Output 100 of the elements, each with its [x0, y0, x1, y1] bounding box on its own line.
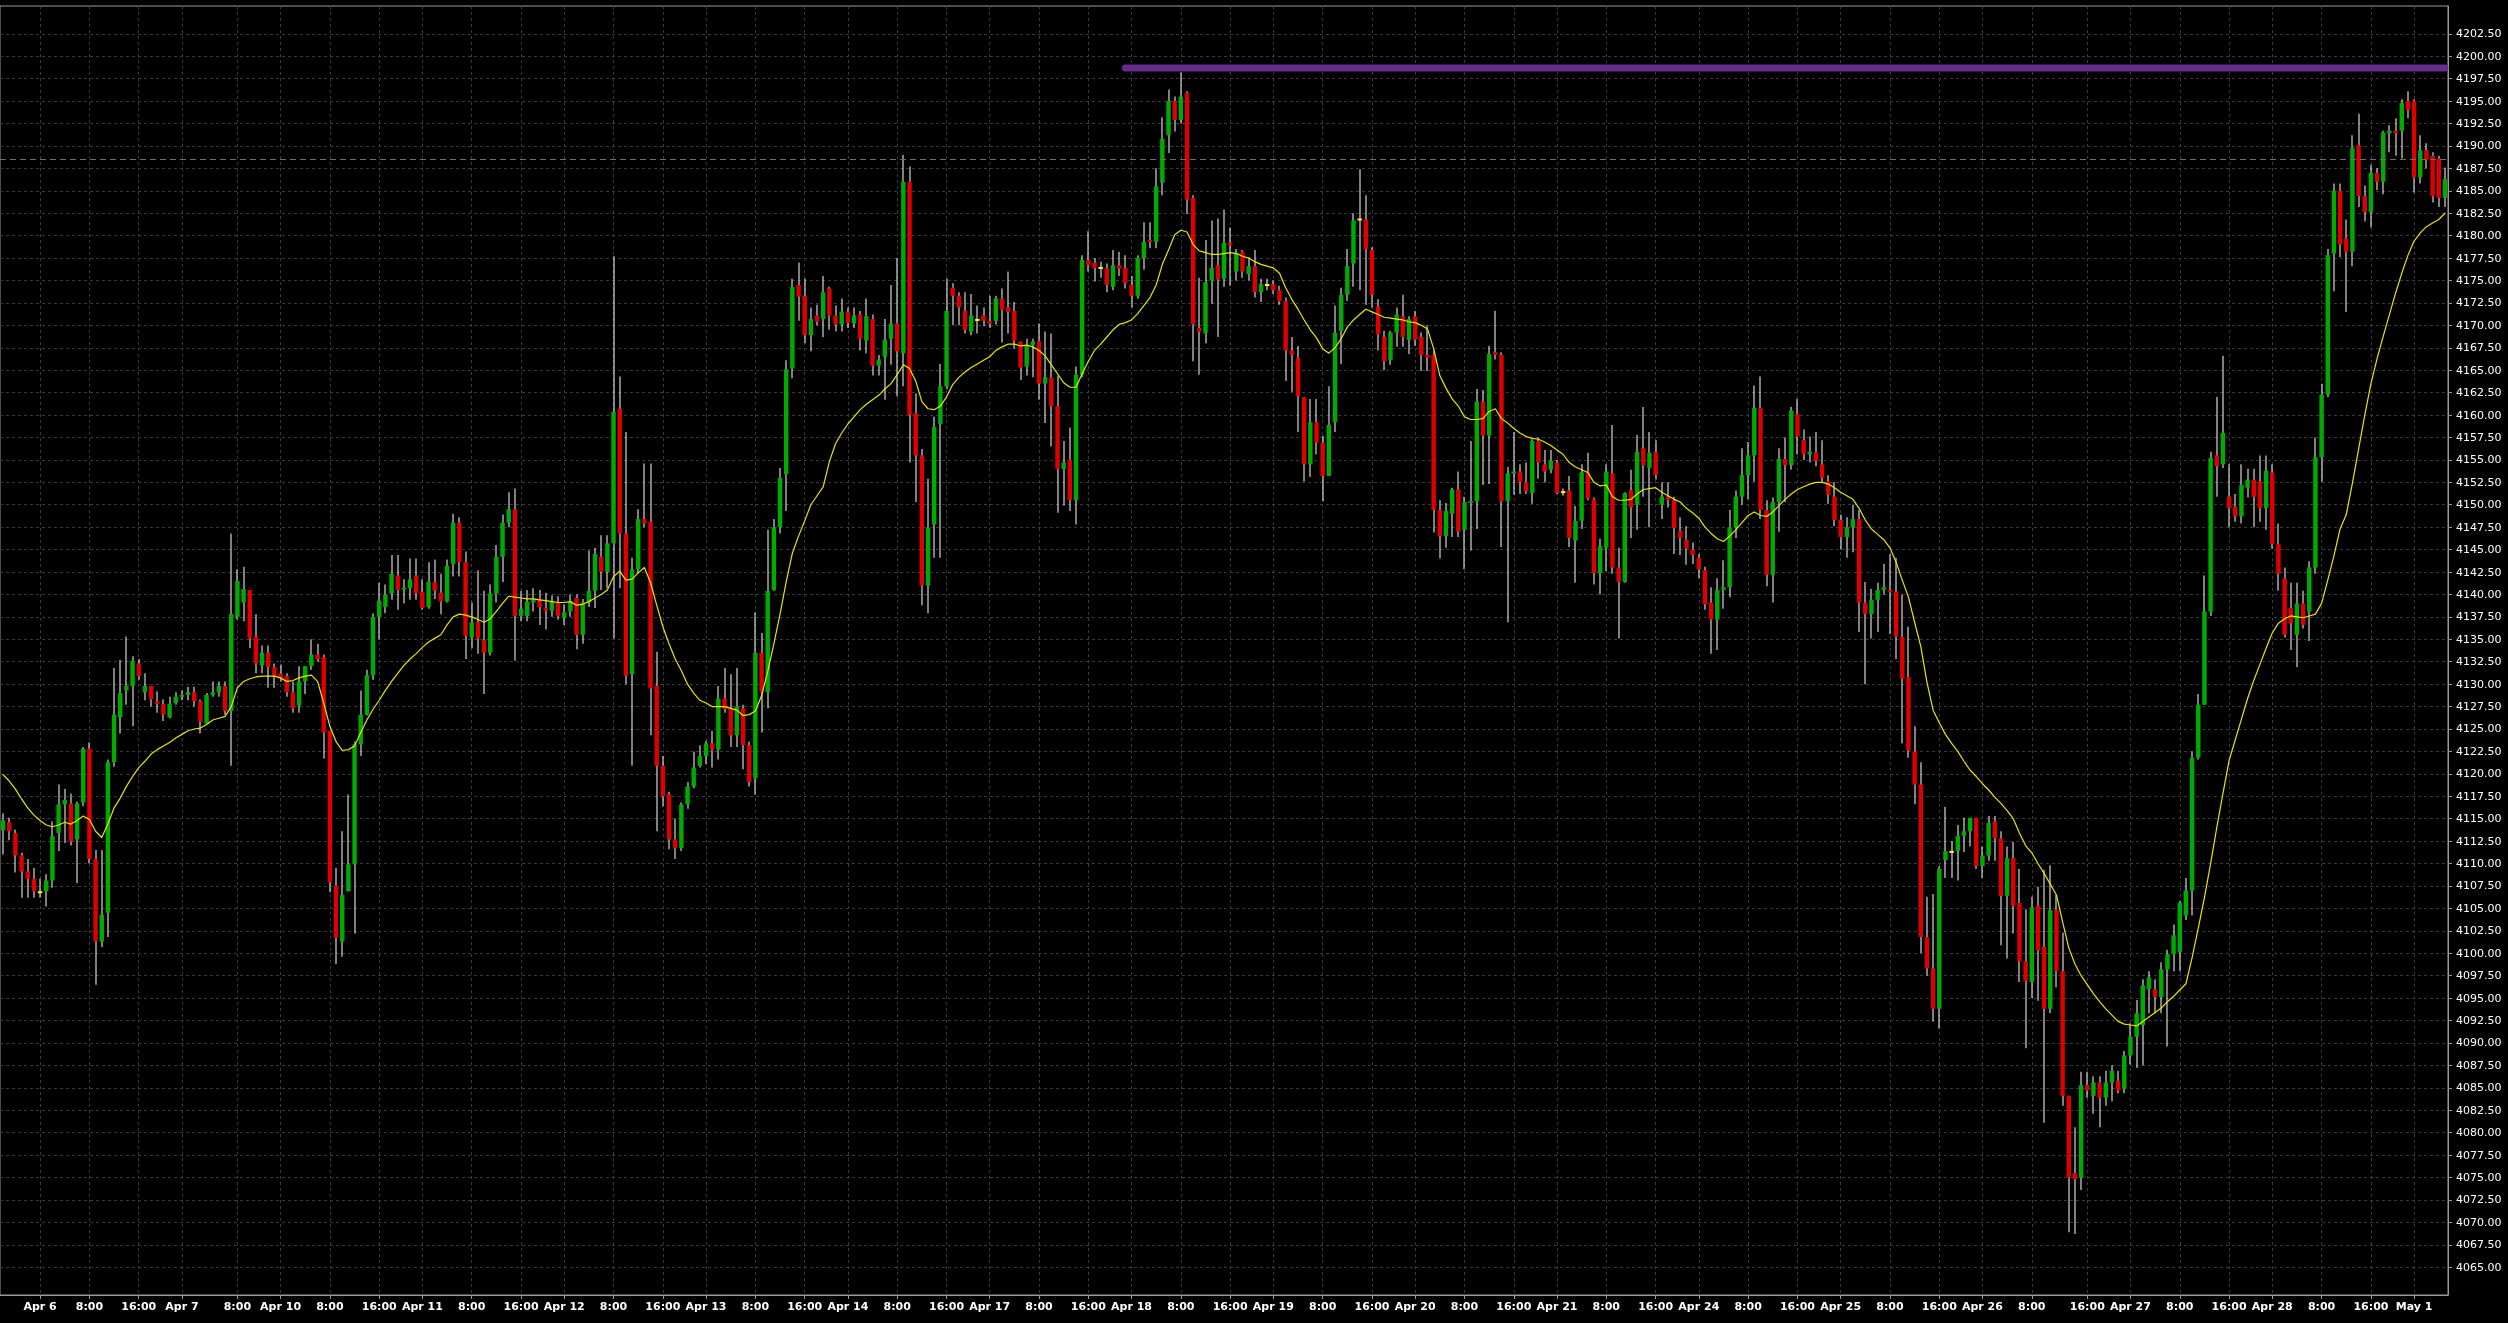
y-tick-label: 4112.50	[2456, 834, 2502, 848]
candlestick	[1005, 271, 1011, 334]
x-tick-label: Apr 19	[1252, 1300, 1294, 1313]
x-tick-label: Apr 24	[1678, 1300, 1720, 1313]
x-tick-label: May 1	[2395, 1300, 2433, 1313]
x-tick-label: 16:00	[787, 1300, 823, 1313]
x-tick-label: Apr 25	[1820, 1300, 1862, 1313]
y-tick-label: 4077.50	[2456, 1148, 2502, 1162]
y-tick-label: 4187.50	[2456, 161, 2502, 175]
x-tick-label: Apr 17	[969, 1300, 1011, 1313]
x-tick-label: 8:00	[1876, 1300, 1904, 1313]
y-tick-label: 4147.50	[2456, 520, 2502, 534]
x-tick-label: 8:00	[599, 1300, 628, 1313]
y-tick-label: 4115.00	[2456, 812, 2502, 826]
y-tick-label: 4190.00	[2456, 139, 2502, 153]
y-tick-label: 4165.00	[2456, 363, 2502, 377]
candlestick	[1493, 310, 1498, 360]
y-tick-label: 4197.50	[2456, 72, 2502, 86]
y-tick-label: 4142.50	[2456, 565, 2502, 579]
x-tick-label: 8:00	[1308, 1300, 1337, 1313]
x-tick-label: 8:00	[458, 1300, 486, 1313]
x-tick-label: 16:00	[2353, 1300, 2389, 1313]
x-tick-label: 16:00	[121, 1300, 157, 1313]
y-tick-label: 4075.00	[2456, 1170, 2502, 1184]
x-tick-label: 8:00	[1734, 1300, 1763, 1313]
y-tick-label: 4107.50	[2456, 879, 2502, 893]
y-tick-label: 4070.00	[2456, 1215, 2502, 1229]
x-tick-label: 16:00	[645, 1300, 681, 1313]
y-tick-label: 4110.00	[2456, 857, 2502, 871]
y-tick-label: 4080.00	[2456, 1126, 2502, 1140]
y-tick-label: 4085.00	[2456, 1081, 2502, 1095]
y-tick-label: 4122.50	[2456, 744, 2502, 758]
y-tick-label: 4090.00	[2456, 1036, 2502, 1050]
y-tick-label: 4065.00	[2456, 1260, 2502, 1274]
y-tick-label: 4135.00	[2456, 632, 2502, 646]
x-tick-label: 8:00	[75, 1300, 104, 1313]
x-tick-label: 16:00	[2211, 1300, 2247, 1313]
y-tick-label: 4120.00	[2456, 767, 2502, 781]
y-tick-label: 4192.50	[2456, 117, 2502, 131]
y-tick-label: 4200.00	[2456, 49, 2502, 63]
x-tick-label: Apr 7	[165, 1300, 199, 1313]
x-tick-label: 16:00	[2069, 1300, 2106, 1313]
x-tick-label: 16:00	[1496, 1300, 1532, 1313]
y-tick-label: 4195.00	[2456, 94, 2502, 108]
x-tick-label: 16:00	[361, 1300, 398, 1313]
y-tick-label: 4160.00	[2456, 408, 2502, 422]
x-tick-label: 8:00	[883, 1300, 912, 1313]
x-tick-label: 8:00	[2307, 1300, 2336, 1313]
y-tick-label: 4125.00	[2456, 722, 2502, 736]
x-tick-label: 16:00	[1070, 1300, 1107, 1313]
candlestick	[987, 295, 992, 329]
y-tick-label: 4157.50	[2456, 430, 2502, 444]
y-tick-label: 4082.50	[2456, 1103, 2502, 1117]
x-tick-label: Apr 11	[401, 1300, 443, 1313]
x-tick-label: 8:00	[316, 1300, 344, 1313]
candlestick	[1881, 563, 1887, 595]
y-tick-label: 4127.50	[2456, 700, 2502, 714]
x-tick-label: 8:00	[741, 1300, 770, 1313]
y-tick-label: 4185.00	[2456, 184, 2502, 198]
x-tick-label: Apr 21	[1536, 1300, 1578, 1313]
y-tick-label: 4067.50	[2456, 1238, 2502, 1252]
x-tick-label: Apr 28	[2251, 1300, 2293, 1313]
y-tick-label: 4117.50	[2456, 789, 2502, 803]
candlestick	[1721, 560, 1726, 609]
y-tick-label: 4182.50	[2456, 206, 2502, 220]
x-tick-label: Apr 20	[1394, 1300, 1436, 1313]
y-tick-label: 4177.50	[2456, 251, 2502, 265]
candlestick	[1197, 277, 1202, 375]
x-tick-label: 16:00	[929, 1300, 965, 1313]
y-tick-label: 4137.50	[2456, 610, 2502, 624]
x-tick-label: Apr 10	[260, 1300, 302, 1313]
y-tick-label: 4140.00	[2456, 587, 2502, 601]
x-tick-label: Apr 12	[543, 1300, 585, 1313]
y-tick-label: 4095.00	[2456, 991, 2502, 1005]
x-tick-label: 8:00	[1025, 1300, 1054, 1313]
y-tick-label: 4145.00	[2456, 543, 2502, 557]
y-tick-label: 4130.00	[2456, 677, 2502, 691]
x-tick-label: Apr 6	[23, 1300, 58, 1313]
x-tick-label: Apr 27	[2109, 1300, 2151, 1313]
y-tick-label: 4087.50	[2456, 1058, 2502, 1072]
y-tick-label: 4180.00	[2456, 229, 2502, 243]
candlestick	[1289, 337, 1295, 392]
x-tick-label: 16:00	[1779, 1300, 1816, 1313]
candlestick	[1949, 841, 1954, 878]
x-tick-label: 8:00	[1450, 1300, 1479, 1313]
y-tick-label: 4175.00	[2456, 273, 2502, 287]
y-tick-label: 4202.50	[2456, 27, 2502, 41]
candlestick	[1357, 169, 1362, 291]
y-tick-label: 4097.50	[2456, 969, 2502, 983]
x-tick-label: 8:00	[1167, 1300, 1195, 1313]
candlestick	[1227, 227, 1233, 286]
y-tick-label: 4172.50	[2456, 296, 2502, 310]
x-tick-label: 8:00	[223, 1300, 252, 1313]
candlestick	[1042, 331, 1048, 424]
y-tick-label: 4167.50	[2456, 341, 2502, 355]
y-tick-label: 4155.00	[2456, 453, 2502, 467]
x-tick-label: Apr 26	[1961, 1300, 2004, 1313]
x-tick-label: 16:00	[503, 1300, 539, 1313]
y-tick-label: 4150.00	[2456, 498, 2502, 512]
x-tick-label: 8:00	[2018, 1300, 2046, 1313]
